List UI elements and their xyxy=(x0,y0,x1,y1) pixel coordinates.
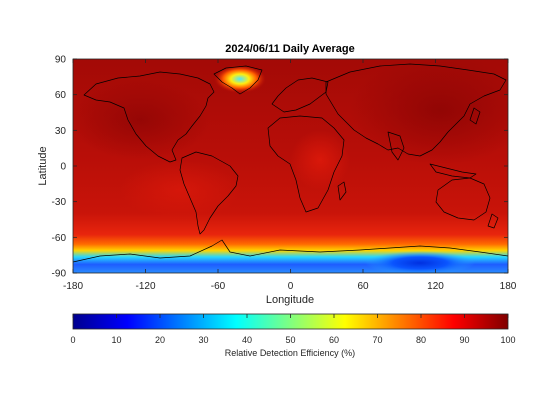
colorbar-tick-label: 60 xyxy=(329,335,339,345)
coastlines xyxy=(73,63,508,263)
y-tick-label: -60 xyxy=(52,233,67,244)
colorbar-label: Relative Detection Efficiency (%) xyxy=(225,348,355,358)
x-axis-label: Longitude xyxy=(266,294,314,306)
colorbar: 0 10 20 30 40 50 60 70 80 90 100 Relative Detectio… xyxy=(70,313,516,358)
x-tick-label: 0 xyxy=(288,281,294,292)
y-tick-label: 0 xyxy=(60,162,66,173)
colorbar-tick-label: 20 xyxy=(155,335,165,345)
colorbar-tick-label: 80 xyxy=(416,335,426,345)
y-tick-label: 90 xyxy=(55,55,67,66)
y-tick-label: -90 xyxy=(52,269,67,280)
colorbar-tick-label: 70 xyxy=(372,335,382,345)
colorbar-tick-label: 10 xyxy=(111,335,121,345)
plot-area xyxy=(73,59,508,273)
colorbar-tick-label: 100 xyxy=(500,335,515,345)
y-tick-label: -30 xyxy=(52,197,67,208)
colorbar-tick-label: 50 xyxy=(285,335,295,345)
colorbar-tick-label: 0 xyxy=(70,335,75,345)
colorbar-ticks: 0 10 20 30 40 50 60 70 80 90 100 xyxy=(70,314,516,345)
y-tick-label: 60 xyxy=(55,90,67,101)
greenland-low-efficiency xyxy=(214,65,266,93)
colorbar-tick-label: 90 xyxy=(459,335,469,345)
x-tick-label: 180 xyxy=(500,281,517,292)
x-tick-label: 60 xyxy=(357,281,369,292)
x-tick-label: -120 xyxy=(135,281,155,292)
colorbar-tick-label: 30 xyxy=(198,335,208,345)
x-tick-label: 120 xyxy=(427,281,444,292)
x-ticks: -180 -120 -60 0 60 120 180 xyxy=(63,59,517,292)
y-axis-label: Latitude xyxy=(37,146,49,185)
colorbar-tick-label: 40 xyxy=(242,335,252,345)
y-ticks: 90 60 30 0 -30 -60 -90 xyxy=(52,55,508,280)
map-title: 2024/06/11 Daily Average xyxy=(225,43,354,55)
antarctica-low-efficiency xyxy=(365,251,475,273)
x-tick-label: -180 xyxy=(63,281,83,292)
x-tick-label: -60 xyxy=(211,281,226,292)
y-tick-label: 30 xyxy=(55,126,67,137)
